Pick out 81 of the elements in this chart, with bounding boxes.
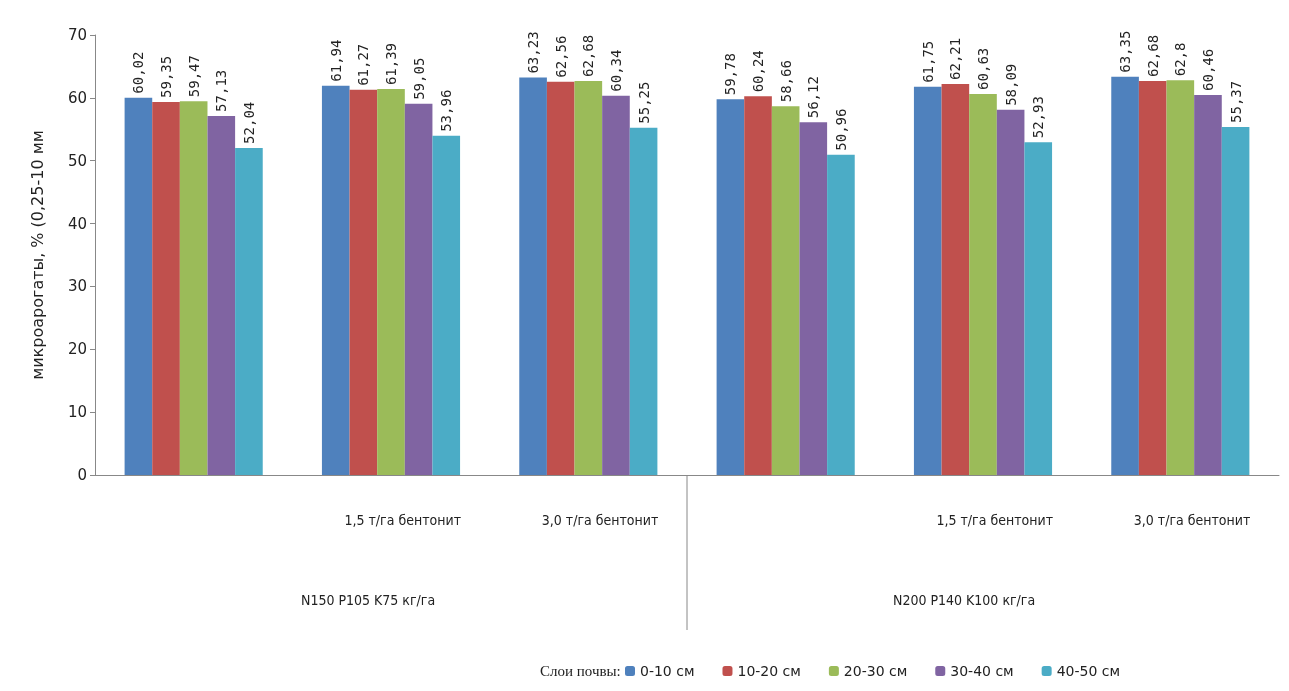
data-label: 60,24 (750, 50, 767, 93)
bar (969, 93, 997, 475)
y-tick-label: 10 (67, 403, 87, 422)
data-label: 60,02 (130, 51, 147, 94)
data-label: 61,75 (919, 40, 936, 83)
bar (1221, 126, 1250, 475)
data-label: 60,63 (975, 47, 991, 90)
bar (1138, 81, 1167, 475)
data-label: 55,37 (1227, 80, 1244, 123)
bar (207, 115, 236, 475)
x-tick-label: 1,5 т/га бентонит (344, 512, 461, 528)
data-label: 59,05 (410, 57, 427, 100)
y-tick-label: 60 (67, 88, 87, 107)
data-label: 62,8 (1172, 42, 1189, 77)
x-tick-label: 3,0 т/га бентонит (1133, 512, 1251, 528)
y-tick-label: 70 (67, 26, 87, 44)
bar (771, 106, 800, 475)
bar (1166, 80, 1195, 475)
bar (602, 95, 630, 475)
bar (996, 109, 1025, 475)
data-label: 58,66 (777, 60, 794, 103)
bar (152, 101, 180, 475)
data-label: 55,25 (635, 81, 652, 124)
bar (349, 89, 378, 475)
bar (1194, 94, 1222, 475)
y-tick-label: 0 (77, 466, 87, 484)
data-label: 56,12 (805, 76, 822, 119)
data-label: 63,23 (525, 31, 542, 74)
data-label: 59,47 (185, 55, 202, 98)
y-tick-label: 30 (67, 277, 87, 296)
data-label: 60,46 (1199, 48, 1216, 91)
data-label: 60,34 (607, 49, 624, 92)
bar (321, 85, 350, 475)
x-tick-label: 3,0 т/га бентонит (541, 512, 659, 528)
bar (913, 86, 942, 475)
data-label: 62,68 (580, 34, 597, 78)
legend-label: 30-40 см (950, 663, 1014, 679)
bar (432, 135, 461, 475)
text: N150 P105 K75 кг/га (301, 592, 436, 608)
y-axis-title: микроарогаты, % (0,25-10 мм (27, 130, 47, 380)
bar (744, 96, 772, 475)
data-label: 52,04 (240, 101, 257, 144)
bar (235, 147, 263, 475)
bar (124, 97, 153, 475)
data-label: 62,21 (947, 37, 964, 80)
data-label: 63,35 (1117, 30, 1134, 73)
bar (404, 103, 433, 475)
data-label: 59,35 (158, 55, 175, 98)
bar (179, 101, 208, 475)
bar (1111, 76, 1139, 475)
bar (519, 77, 547, 475)
data-label: 52,93 (1030, 96, 1047, 139)
bar (377, 89, 405, 475)
legend-title: Слои почвы: (540, 662, 621, 679)
bar (546, 81, 575, 475)
data-label: 61,39 (383, 42, 399, 86)
data-label: 61,94 (327, 39, 344, 82)
bar (799, 122, 828, 475)
text: N200 P140 K100 кг/га (893, 592, 1036, 608)
data-label: 59,78 (722, 53, 739, 96)
bar (1024, 142, 1053, 475)
bar (629, 127, 658, 475)
legend-label: 10-20 см (737, 663, 801, 679)
data-label: 58,09 (1002, 63, 1019, 106)
y-tick-label: 50 (67, 151, 87, 170)
data-label: 61,27 (355, 43, 372, 86)
bar (716, 99, 745, 475)
legend-label: 0-10 см (640, 663, 695, 679)
legend-label: 20-30 см (843, 663, 908, 679)
bar (574, 81, 603, 475)
data-label: 53,96 (438, 89, 455, 132)
y-tick-label: 40 (67, 214, 87, 233)
data-label: 57,13 (213, 69, 230, 112)
y-tick-label: 20 (67, 340, 87, 359)
legend-label: 40-50 см (1056, 663, 1121, 679)
data-label: 50,96 (832, 108, 849, 151)
x-tick-label: 1,5 т/га бентонит (936, 512, 1053, 528)
bar (941, 83, 970, 475)
data-label: 62,68 (1144, 34, 1161, 78)
data-label: 62,56 (552, 35, 569, 78)
bar (827, 154, 855, 475)
